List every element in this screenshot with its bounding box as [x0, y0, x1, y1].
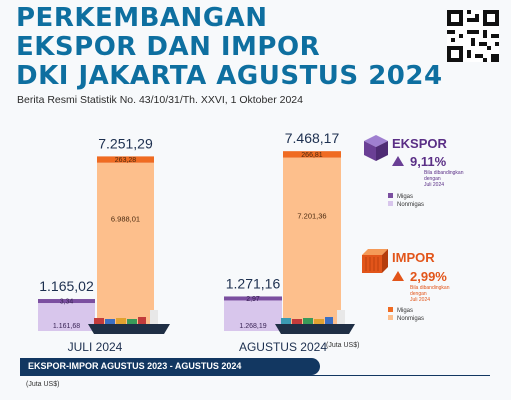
ekspor-panel: EKSPOR 9,11% Bila dibandingkan dengan Ju… — [364, 135, 464, 208]
unit-label: (Juta US$) — [326, 342, 359, 349]
impor-change: 2,99% — [410, 269, 447, 284]
impor-migas-label: 266,81 — [301, 152, 323, 159]
impor-note-3: Juli 2024 — [410, 297, 430, 303]
impor-migas-bar — [283, 151, 341, 158]
box-icon — [364, 135, 388, 161]
up-arrow-icon — [392, 271, 404, 281]
impor-title: IMPOR — [392, 250, 435, 265]
x-tick-label: AGUSTUS 2024 — [239, 340, 327, 354]
impor-migas-bar — [97, 156, 154, 163]
title-line-2: EKSPOR DAN IMPOR — [16, 32, 321, 62]
ekspor-nonmigas-bar — [224, 300, 282, 331]
impor-migas-label: 263,28 — [115, 157, 137, 164]
ekspor-migas-label: 3,34 — [60, 299, 74, 306]
up-arrow-icon — [392, 156, 404, 166]
ekspor-note-2: dengan — [424, 176, 441, 182]
page-title: PERKEMBANGAN EKSPOR DAN IMPOR DKI JAKART… — [16, 4, 446, 91]
title-line-3: DKI JAKARTA AGUSTUS 2024 — [16, 61, 443, 91]
impor-panel: IMPOR 2,99% Bila dibandingkan dengan Jul… — [362, 249, 450, 322]
impor-note-2: dengan — [410, 291, 427, 297]
legend-swatch-migas — [388, 307, 393, 312]
container-icon — [362, 249, 388, 273]
cargo-ship-icon — [88, 310, 170, 334]
legend-label-migas: Migas — [397, 194, 413, 200]
legend-label-migas: Migas — [397, 308, 413, 314]
bottom-banner: EKSPOR-IMPOR AGUSTUS 2023 - AGUSTUS 2024 — [20, 358, 320, 375]
legend-label-nonmigas: Nonmigas — [397, 202, 424, 208]
legend-swatch-nonmigas — [388, 201, 393, 206]
subtitle: Berita Resmi Statistik No. 43/10/31/Th. … — [17, 94, 303, 106]
ekspor-migas-label: 2,97 — [246, 296, 260, 303]
ekspor-nonmigas-bar — [38, 303, 95, 331]
ekspor-total-label: 1.271,16 — [226, 275, 281, 291]
ekspor-note-1: Bila dibandingkan — [424, 170, 464, 176]
impor-note-1: Bila dibandingkan — [410, 285, 450, 291]
ekspor-change: 9,11% — [410, 154, 447, 169]
ekspor-nonmigas-label: 1.268,19 — [239, 323, 266, 330]
x-tick-label: JULI 2024 — [68, 340, 123, 354]
bottom-divider — [20, 375, 490, 376]
impor-nonmigas-label: 7.201,36 — [297, 211, 326, 220]
cargo-ship-icon — [275, 310, 355, 334]
impor-total-label: 7.468,17 — [285, 130, 340, 146]
legend-swatch-migas — [388, 193, 393, 198]
legend-label-nonmigas: Nonmigas — [397, 316, 424, 322]
qr-code-icon[interactable] — [447, 10, 499, 62]
impor-nonmigas-bar — [97, 162, 154, 331]
impor-nonmigas-label: 6.988,01 — [111, 215, 140, 224]
title-line-1: PERKEMBANGAN — [16, 3, 268, 33]
ekspor-note-3: Juli 2024 — [424, 182, 444, 188]
ekspor-nonmigas-label: 1.161,68 — [53, 323, 80, 330]
ekspor-migas-bar — [38, 299, 95, 304]
impor-total-label: 7.251,29 — [98, 135, 153, 151]
impor-nonmigas-bar — [283, 157, 341, 331]
bottom-unit-label: (Juta US$) — [26, 381, 60, 388]
legend-swatch-nonmigas — [388, 315, 393, 320]
ekspor-total-label: 1.165,02 — [39, 278, 94, 294]
ekspor-title: EKSPOR — [392, 136, 448, 151]
ekspor-migas-bar — [224, 296, 282, 301]
